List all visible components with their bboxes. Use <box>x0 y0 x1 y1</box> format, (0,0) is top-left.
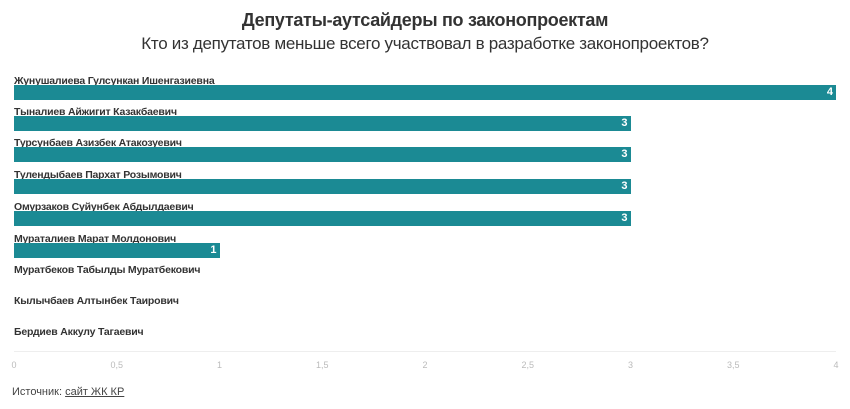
bar-row: Муратбеков Табылды Муратбекович <box>14 264 836 294</box>
bar-value-label: 3 <box>621 117 628 129</box>
bar-value-label: 4 <box>826 86 833 98</box>
bar[interactable]: 3 <box>14 147 631 162</box>
x-axis-line <box>14 351 836 352</box>
bar-value-label: 3 <box>621 148 628 160</box>
bar-row: Кылычбаев Алтынбек Таирович <box>14 295 836 325</box>
chart-subtitle: Кто из депутатов меньше всего участвовал… <box>141 34 709 53</box>
bar-label: Тыналиев Айжигит Казакбаевич <box>14 106 177 118</box>
source-link[interactable]: сайт ЖК КР <box>65 386 125 398</box>
bar[interactable]: 3 <box>14 116 631 131</box>
bar-label: Турсунбаев Азизбек Атакозуевич <box>14 137 182 149</box>
x-tick-label: 1,5 <box>315 360 329 370</box>
bar-label: Тулендыбаев Пархат Розымович <box>14 169 182 181</box>
bar-value-label: 1 <box>210 244 217 256</box>
bar-label: Мураталиев Марат Молдонович <box>14 233 177 245</box>
bar-label: Жунушалиева Гулсункан Ишенгазиевна <box>14 75 215 87</box>
bar[interactable]: 1 <box>14 243 220 258</box>
x-tick-label: 0,5 <box>110 360 124 370</box>
bar-row: Мураталиев Марат Молдонович 1 <box>14 233 836 263</box>
bar[interactable]: 3 <box>14 179 631 194</box>
bar-row: Тыналиев Айжигит Казакбаевич 3 <box>14 106 836 136</box>
x-tick-label: 3 <box>627 360 634 370</box>
bar[interactable]: 3 <box>14 211 631 226</box>
bar[interactable]: 4 <box>14 85 836 100</box>
bar-row: Омурзаков Суйунбек Абдылдаевич 3 <box>14 201 836 231</box>
bar-row: Бердиев Аккулу Тагаевич <box>14 326 836 356</box>
x-tick-label: 0 <box>11 360 17 370</box>
source-note: Источник: сайт ЖК КР <box>12 386 124 398</box>
bar-label: Кылычбаев Алтынбек Таирович <box>14 295 179 307</box>
bar-label: Бердиев Аккулу Тагаевич <box>14 326 144 338</box>
x-tick-label: 1 <box>216 360 223 370</box>
bar-value-label: 3 <box>621 180 628 192</box>
x-tick-label: 3,5 <box>726 360 740 370</box>
bar-label: Омурзаков Суйунбек Абдылдаевич <box>14 201 194 213</box>
x-tick-label: 4 <box>833 360 839 370</box>
source-label: Источник: <box>12 386 63 398</box>
bar-label: Муратбеков Табылды Муратбекович <box>14 264 201 276</box>
bar-row: Турсунбаев Азизбек Атакозуевич 3 <box>14 137 836 167</box>
x-tick-label: 2,5 <box>521 360 535 370</box>
bar-row: Жунушалиева Гулсункан Ишенгазиевна 4 <box>14 75 836 105</box>
bar-value-label: 3 <box>621 212 628 224</box>
chart-title: Депутаты-аутсайдеры по законопроектам <box>241 10 609 30</box>
x-tick-label: 2 <box>422 360 428 370</box>
bar-row: Тулендыбаев Пархат Розымович 3 <box>14 169 836 199</box>
